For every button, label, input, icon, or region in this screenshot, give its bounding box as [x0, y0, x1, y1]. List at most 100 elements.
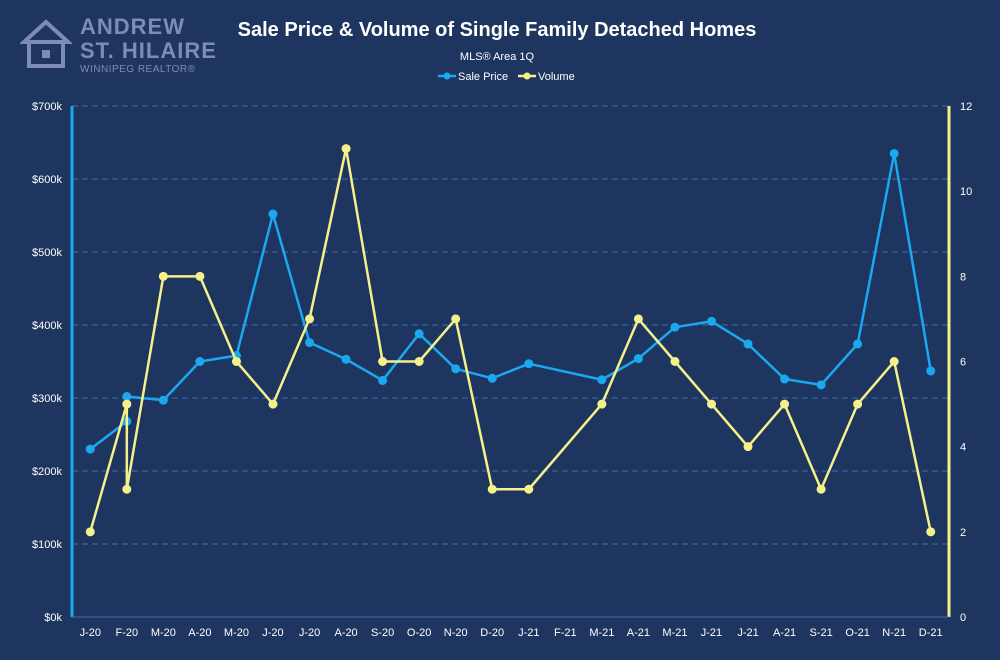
y-left-tick-label: $300k: [32, 393, 62, 405]
y-right-tick-label: 2: [960, 527, 966, 539]
data-point-sale-price: [195, 357, 205, 366]
x-tick-label: S-20: [371, 627, 394, 639]
x-tick-label: F-20: [116, 627, 139, 639]
series-line-sale-price: [89, 152, 932, 451]
x-tick-label: A-20: [188, 627, 211, 639]
x-tick-label: A-20: [334, 627, 357, 639]
y-right-tick-label: 0: [960, 612, 966, 624]
y-left-tick-label: $200k: [32, 466, 62, 478]
data-point-volume: [122, 399, 132, 409]
y-right-tick-label: 12: [960, 101, 972, 113]
x-tick-label: M-20: [224, 627, 249, 639]
x-tick-label: N-21: [882, 627, 906, 639]
data-point-volume: [85, 527, 95, 537]
data-point-sale-price: [122, 392, 132, 402]
data-point-sale-price: [780, 374, 790, 384]
data-point-sale-price: [926, 366, 936, 376]
legend: Sale Price Volume: [438, 71, 575, 83]
x-tick-label: J-21: [737, 627, 758, 639]
data-point-volume: [487, 484, 497, 494]
data-point-sale-price: [706, 316, 716, 326]
x-tick-label: J-20: [262, 627, 283, 639]
legend-marker-volume: [523, 72, 531, 80]
x-tick-label: O-20: [407, 627, 431, 639]
logo-name-last: ST. HILAIRE: [80, 38, 217, 63]
data-point-sale-price: [158, 395, 168, 405]
logo-name-first: ANDREW: [80, 14, 185, 39]
grid: [72, 105, 949, 545]
data-point-sale-price: [524, 359, 534, 369]
axes: $0k $100k $200k $300k $400k $500k $600k $700k 0 2…: [32, 101, 972, 639]
data-point-volume: [743, 442, 753, 452]
x-tick-label: J-20: [299, 627, 320, 639]
x-tick-label: D-20: [480, 627, 504, 639]
y-left-tick-label: $500k: [32, 247, 62, 259]
data-point-sale-price: [305, 338, 315, 348]
data-point-sale-price: [341, 354, 351, 364]
y-right-tick-label: 4: [960, 442, 966, 454]
y-left-tick-label: $0k: [44, 612, 62, 624]
data-point-volume: [305, 314, 315, 324]
y-left-tick-label: $100k: [32, 539, 62, 551]
x-tick-label: J-20: [80, 627, 101, 639]
data-point-sale-price: [378, 375, 388, 385]
data-point-volume: [853, 399, 863, 409]
realtor-logo: ANDREW ST. HILAIRE WINNIPEG REALTOR®: [20, 12, 220, 82]
data-point-volume: [158, 271, 168, 281]
data-point-volume: [378, 357, 388, 366]
series-layer: [85, 144, 936, 537]
x-tick-label: J-21: [518, 627, 539, 639]
y-right-tick-label: 6: [960, 357, 966, 369]
x-tick-label: M-21: [589, 627, 614, 639]
house-icon: [20, 19, 72, 68]
y-right-tick-label: 8: [960, 271, 966, 283]
data-point-volume: [706, 399, 716, 409]
y-left-tick-label: $600k: [32, 174, 62, 186]
x-tick-label: O-21: [845, 627, 869, 639]
y-right-tick-label: 10: [960, 186, 972, 198]
data-point-sale-price: [451, 364, 461, 374]
data-point-volume: [633, 314, 643, 324]
x-tick-label: N-20: [444, 627, 468, 639]
data-point-volume: [524, 484, 534, 494]
legend-marker-sale-price: [443, 72, 451, 80]
data-point-sale-price: [816, 380, 826, 390]
data-point-volume: [268, 399, 278, 409]
data-point-volume: [780, 399, 790, 409]
x-tick-label: A-21: [627, 627, 650, 639]
x-tick-label: A-21: [773, 627, 796, 639]
data-point-sale-price: [670, 322, 680, 332]
data-point-sale-price: [853, 339, 863, 349]
data-point-volume: [341, 144, 351, 154]
data-point-sale-price: [487, 373, 497, 383]
legend-label-volume: Volume: [538, 71, 575, 83]
data-point-volume: [670, 357, 680, 366]
x-tick-label: M-20: [151, 627, 176, 639]
y-left-tick-label: $700k: [32, 101, 62, 113]
x-tick-label: J-21: [701, 627, 722, 639]
data-point-volume: [889, 357, 899, 366]
data-point-volume: [451, 314, 461, 324]
data-point-sale-price: [597, 375, 607, 385]
chart-subtitle: MLS® Area 1Q: [460, 51, 535, 63]
data-point-volume: [231, 357, 241, 366]
x-tick-label: F-21: [554, 627, 577, 639]
x-tick-label: M-21: [662, 627, 687, 639]
y-left-tick-label: $400k: [32, 320, 62, 332]
legend-label-sale-price: Sale Price: [458, 71, 508, 83]
data-point-sale-price: [85, 444, 95, 454]
data-point-volume: [816, 484, 826, 494]
x-tick-label: S-21: [809, 627, 832, 639]
data-point-volume: [195, 271, 205, 281]
data-point-volume: [414, 357, 424, 366]
data-point-volume: [926, 527, 936, 537]
data-point-sale-price: [743, 339, 753, 349]
data-point-volume: [122, 484, 132, 494]
data-point-sale-price: [268, 209, 278, 219]
series-line-volume: [89, 147, 932, 533]
data-point-volume: [597, 399, 607, 409]
x-tick-label: D-21: [919, 627, 943, 639]
data-point-sale-price: [633, 354, 643, 364]
logo-tagline: WINNIPEG REALTOR®: [80, 64, 196, 75]
